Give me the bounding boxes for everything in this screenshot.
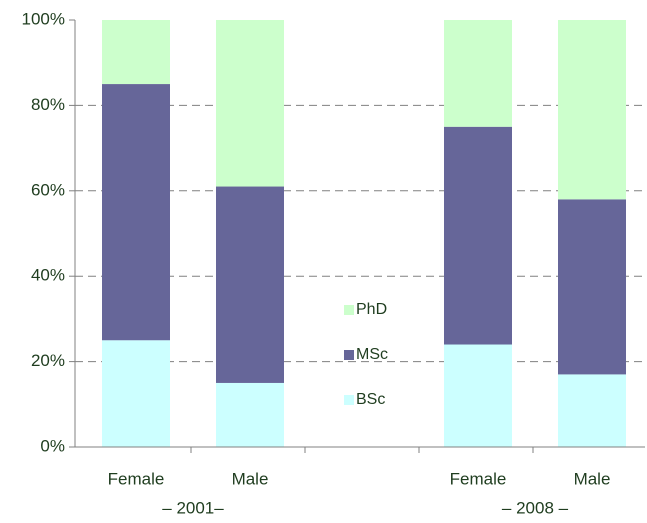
bar-segment — [216, 20, 284, 187]
group-label: – 2008 – — [502, 498, 569, 517]
y-tick-label: 40% — [31, 266, 65, 285]
legend-label: PhD — [356, 301, 387, 318]
bar-segment — [558, 374, 626, 447]
bar-segment — [444, 20, 512, 127]
y-tick-label: 100% — [22, 9, 65, 28]
x-tick-label: Male — [232, 469, 269, 488]
bar-segment — [216, 186, 284, 383]
legend-label: BSc — [356, 391, 385, 408]
bar-segment — [102, 340, 170, 447]
y-tick-label: 0% — [40, 436, 65, 455]
x-tick-label: Male — [574, 469, 611, 488]
bar-segment — [558, 199, 626, 375]
bar-segment — [444, 126, 512, 345]
x-tick-label: Female — [450, 469, 507, 488]
legend-swatch — [344, 395, 354, 405]
legend-label: MSc — [356, 346, 388, 363]
legend-swatch — [344, 305, 354, 315]
y-tick-label: 80% — [31, 95, 65, 114]
x-tick-label: Female — [108, 469, 165, 488]
y-tick-label: 20% — [31, 351, 65, 370]
group-label: – 2001– — [162, 498, 224, 517]
bar-segment — [444, 344, 512, 447]
bar-segment — [558, 20, 626, 200]
y-tick-label: 60% — [31, 180, 65, 199]
bar-segment — [216, 382, 284, 447]
bar-segment — [102, 84, 170, 341]
legend-swatch — [344, 350, 354, 360]
bar-segment — [102, 20, 170, 85]
